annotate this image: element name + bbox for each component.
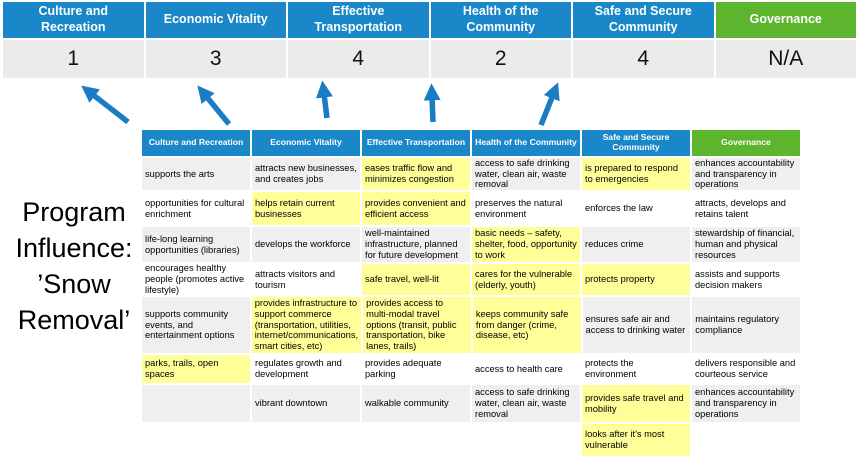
- table-row: life-long learning opportunities (librar…: [142, 227, 800, 262]
- matrix-header-culture-and-recreation: Culture and Recreation: [142, 130, 250, 156]
- table-row: parks, trails, open spaces regulates gro…: [142, 355, 800, 383]
- score-table: Culture and Recreation 1 Economic Vitali…: [3, 2, 856, 78]
- matrix-cell: walkable community: [362, 385, 470, 422]
- table-row: opportunities for cultural enrichment he…: [142, 192, 800, 225]
- score-header-label: Safe and Secure Community: [573, 2, 714, 38]
- matrix-header-effective-transportation: Effective Transportation: [362, 130, 470, 156]
- matrix-cell: access to safe drinking water, clean air…: [472, 158, 580, 190]
- score-value: 4: [288, 40, 429, 78]
- matrix-header-governance: Governance: [692, 130, 800, 156]
- score-column-safe-and-secure-community: Safe and Secure Community 4: [573, 2, 714, 78]
- matrix-cell: preserves the natural environment: [472, 192, 580, 225]
- up-arrow-icon: [315, 80, 333, 119]
- up-left-arrow-icon: [81, 85, 130, 125]
- matrix-cell: assists and supports decision makers: [692, 264, 800, 295]
- matrix-cell: is prepared to respond to emergencies: [582, 158, 690, 190]
- arrows-layer: [81, 80, 560, 127]
- program-title: Program Influence: ’Snow Removal’: [0, 194, 148, 338]
- matrix-cell: basic needs – safety, shelter, food, opp…: [472, 227, 580, 262]
- matrix-cell: [252, 424, 360, 456]
- matrix-cell: opportunities for cultural enrichment: [142, 192, 250, 225]
- score-column-culture-and-recreation: Culture and Recreation 1: [3, 2, 144, 78]
- matrix-cell: [142, 424, 250, 456]
- matrix-cell: [362, 424, 470, 456]
- matrix-cell: supports the arts: [142, 158, 250, 190]
- matrix-header-safe-and-secure-community: Safe and Secure Community: [582, 130, 690, 156]
- matrix-cell: ensures safe air and access to drinking …: [582, 297, 691, 353]
- matrix-cell: cares for the vulnerable (elderly, youth…: [472, 264, 580, 295]
- score-header-label: Economic Vitality: [145, 2, 286, 38]
- score-value: 3: [145, 40, 286, 78]
- up-right-arrow-icon: [538, 82, 560, 127]
- matrix-cell: enforces the law: [582, 192, 690, 225]
- matrix-cell: reduces crime: [582, 227, 690, 262]
- matrix-cell: access to health care: [472, 355, 580, 383]
- score-value: 1: [3, 40, 144, 78]
- matrix-cell: [472, 424, 580, 456]
- matrix-cell: [142, 385, 250, 422]
- matrix-cell: enhances accountability and transparency…: [692, 385, 800, 422]
- matrix-header-health-of-the-community: Health of the Community: [472, 130, 580, 156]
- up-left-arrow-icon: [197, 85, 232, 126]
- score-column-health-of-the-community: Health of the Community 2: [430, 2, 571, 78]
- matrix-cell: maintains regulatory compliance: [692, 297, 800, 353]
- matrix-header-row: Culture and Recreation Economic Vitality…: [142, 130, 800, 156]
- matrix-cell: enhances accountability and transparency…: [692, 158, 800, 190]
- matrix-cell: parks, trails, open spaces: [142, 355, 250, 383]
- matrix-cell: provides access to multi-modal travel op…: [363, 297, 471, 353]
- matrix-table: Culture and Recreation Economic Vitality…: [142, 130, 800, 458]
- matrix-cell: provides infrastructure to support comme…: [251, 297, 362, 353]
- table-row: looks after it's most vulnerable: [142, 424, 800, 456]
- score-value: N/A: [715, 40, 856, 78]
- matrix-cell: protects property: [582, 264, 690, 295]
- matrix-cell: safe travel, well-lit: [362, 264, 470, 295]
- table-row: vibrant downtown walkable community acce…: [142, 385, 800, 422]
- matrix-cell: supports community events, and entertain…: [142, 297, 250, 353]
- table-row: supports the arts attracts new businesse…: [142, 158, 800, 190]
- matrix-cell: provides safe travel and mobility: [582, 385, 690, 422]
- matrix-cell: encourages healthy people (promotes acti…: [142, 263, 250, 295]
- matrix-cell: vibrant downtown: [252, 385, 360, 422]
- score-value: 2: [430, 40, 571, 78]
- program-title-line: Removal’: [17, 305, 131, 335]
- program-title-line: Program: [22, 197, 126, 227]
- matrix-cell: regulates growth and development: [252, 355, 360, 383]
- program-title-line: Influence:: [15, 233, 133, 263]
- matrix-cell: keeps community safe from danger (crime,…: [472, 297, 581, 353]
- up-arrow-icon: [423, 83, 441, 123]
- program-title-line: ’Snow: [37, 269, 111, 299]
- score-header-label: Health of the Community: [430, 2, 571, 38]
- table-row: supports community events, and entertain…: [142, 297, 800, 353]
- matrix-cell: attracts, develops and retains talent: [692, 192, 800, 225]
- score-column-economic-vitality: Economic Vitality 3: [145, 2, 286, 78]
- matrix-cell: looks after it's most vulnerable: [582, 424, 690, 456]
- matrix-rows: supports the arts attracts new businesse…: [142, 158, 800, 456]
- matrix-cell: delivers responsible and courteous servi…: [692, 355, 800, 383]
- matrix-cell: life-long learning opportunities (librar…: [142, 227, 250, 262]
- matrix-cell: stewardship of financial, human and phys…: [692, 227, 800, 262]
- matrix-cell: provides convenient and efficient access: [362, 192, 470, 225]
- matrix-cell: protects the environment: [582, 355, 690, 383]
- matrix-cell: helps retain current businesses: [252, 192, 360, 225]
- matrix-cell: provides adequate parking: [362, 355, 470, 383]
- score-column-governance: Governance N/A: [715, 2, 856, 78]
- matrix-cell: attracts visitors and tourism: [252, 264, 360, 295]
- matrix-cell: eases traffic flow and minimizes congest…: [362, 158, 470, 190]
- matrix-header-economic-vitality: Economic Vitality: [252, 130, 360, 156]
- score-value: 4: [573, 40, 714, 78]
- matrix-cell: [692, 424, 800, 456]
- score-header-label: Governance: [715, 2, 856, 38]
- matrix-cell: well-maintained infrastructure, planned …: [362, 227, 470, 262]
- matrix-cell: attracts new businesses, and creates job…: [252, 158, 360, 190]
- matrix-cell: access to safe drinking water, clean air…: [472, 385, 580, 422]
- score-column-effective-transportation: Effective Transportation 4: [288, 2, 429, 78]
- table-row: encourages healthy people (promotes acti…: [142, 263, 800, 295]
- matrix-cell: develops the workforce: [252, 227, 360, 262]
- score-header-label: Culture and Recreation: [3, 2, 144, 38]
- score-header-label: Effective Transportation: [288, 2, 429, 38]
